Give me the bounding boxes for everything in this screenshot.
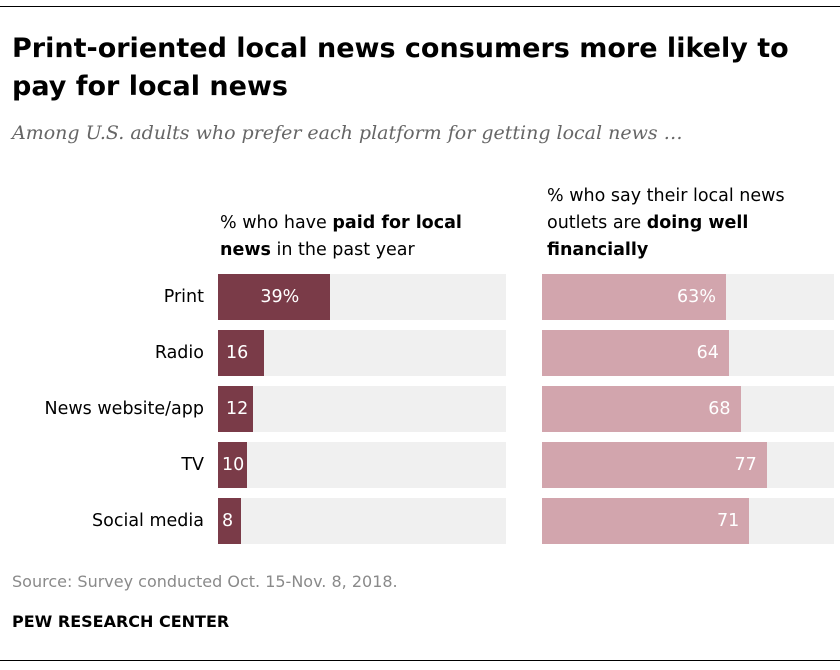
paid-bar (218, 330, 265, 376)
value-label: 10 (222, 455, 245, 475)
credit-line: PEW RESEARCH CENTER (12, 612, 230, 631)
category-label: Print (163, 287, 204, 307)
paid-bar (218, 442, 247, 488)
category-label: Radio (154, 343, 204, 363)
left-header-bold: paid for local news (220, 213, 462, 260)
bar-track: 71 (542, 498, 834, 544)
category-label: News website/app (44, 399, 204, 419)
bar-track: 63% (542, 274, 834, 320)
left-header-prefix: % who have (220, 213, 333, 233)
bar-track: 16 (218, 330, 506, 376)
value-label: 64 (696, 343, 719, 363)
bar-track: 77 (542, 442, 834, 488)
bottom-rule (0, 660, 840, 661)
right-panel-header: % who say their local news outlets are d… (547, 183, 837, 264)
chart-title: Print-oriented local news consumers more… (12, 33, 789, 102)
bar-track: 10 (218, 442, 506, 488)
value-label: 68 (708, 399, 731, 419)
paid-bar (218, 498, 242, 544)
value-label: 71 (717, 511, 740, 531)
value-label: 63% (677, 287, 716, 307)
doing-well-bar (542, 386, 741, 432)
doing-well-bar (542, 274, 726, 320)
bar-track: 39% (218, 274, 506, 320)
top-rule (0, 6, 840, 7)
bar-track: 68 (542, 386, 834, 432)
value-label: 12 (226, 399, 249, 419)
category-label: Social media (92, 511, 204, 531)
value-label: 77 (734, 455, 757, 475)
doing-well-bar (542, 330, 729, 376)
doing-well-bar (542, 442, 767, 488)
left-header-suffix: in the past year (270, 240, 415, 260)
bar-track: 12 (218, 386, 506, 432)
right-header-bold: doing well financially (547, 213, 749, 260)
value-label: 16 (226, 343, 249, 363)
value-label: 39% (260, 287, 300, 307)
right-header-prefix: % who say their local news outlets are (547, 186, 785, 233)
value-label: 8 (222, 511, 234, 531)
paid-bar (218, 386, 253, 432)
category-label: TV (181, 455, 204, 475)
bar-track: 64 (542, 330, 834, 376)
paid-bar (218, 274, 331, 320)
doing-well-bar (542, 498, 750, 544)
chart-subtitle: Among U.S. adults who prefer each platfo… (12, 122, 683, 144)
bar-track: 8 (218, 498, 506, 544)
left-panel-header: % who have paid for local news in the pa… (220, 210, 510, 264)
source-note: Source: Survey conducted Oct. 15-Nov. 8,… (12, 572, 398, 591)
